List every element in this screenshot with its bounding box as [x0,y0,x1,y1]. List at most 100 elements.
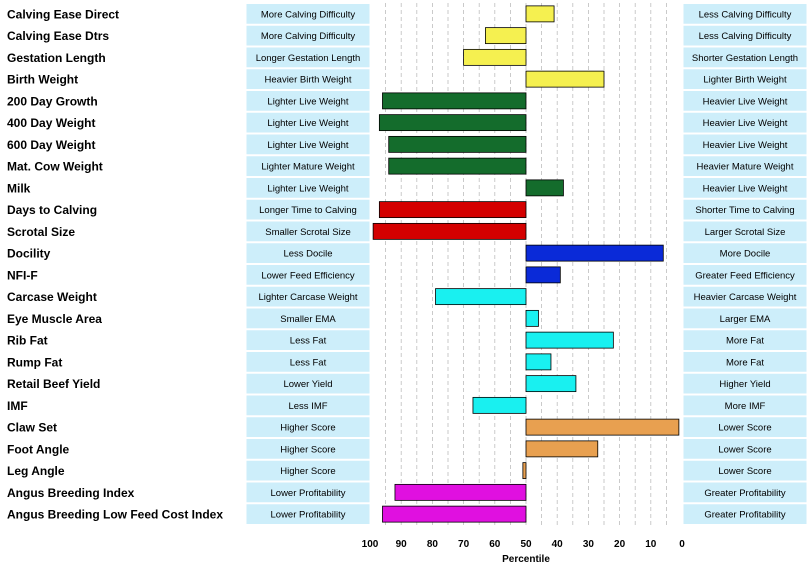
trait-row: Gestation Length Longer Gestation Length S… [7,46,808,69]
high-descriptor: Heavier Carcase Weight [694,292,797,303]
trait-row: 400 Day Weight Lighter Live Weight Heavier… [7,111,808,134]
trait-row: Leg Angle Higher Score Lower Score [7,459,808,482]
high-descriptor: Shorter Time to Calving [695,205,794,216]
low-label-box [245,416,371,438]
trait-name: 400 Day Weight [7,116,95,130]
high-descriptor: More Docile [720,249,771,260]
low-descriptor: Lighter Carcase Weight [258,292,357,303]
percentile-bar [382,92,527,110]
low-descriptor: Lighter Live Weight [267,118,349,129]
high-label-box [682,24,808,47]
low-label-box [245,90,371,112]
low-descriptor: More Calving Difficulty [261,9,356,20]
trait-row: Days to Calving Longer Time to Calving Sho… [7,198,808,221]
high-descriptor: Lighter Birth Weight [703,75,787,86]
trait-name: 200 Day Growth [7,94,98,108]
trait-name: Gestation Length [7,51,106,65]
percentile-bar [382,505,527,523]
trait-row: 600 Day Weight Lighter Live Weight Heavier… [7,133,808,156]
trait-row: NFI-F Lower Feed Efficiency Greater Feed E… [7,264,808,286]
low-descriptor: Higher Score [280,444,335,455]
low-descriptor: Longer Gestation Length [256,53,361,64]
low-descriptor: Less Docile [283,249,332,260]
low-label-box [245,329,371,351]
low-label-box [245,351,371,373]
low-descriptor: Lighter Live Weight [267,140,349,151]
low-descriptor: Longer Time to Calving [259,205,357,216]
low-label-box [245,155,371,177]
trait-row: Angus Breeding Index Lower Profitability G… [7,481,808,504]
low-label-box [245,503,371,525]
high-descriptor: More IMF [725,401,766,412]
x-tick-label: 10 [645,539,657,550]
trait-name: Leg Angle [7,464,65,478]
high-label-box [682,3,808,25]
percentile-bar [463,48,527,66]
gridlines [385,3,667,525]
percentile-bar [485,27,527,45]
low-label-box [245,46,371,69]
high-descriptor: Heavier Live Weight [703,96,788,107]
high-descriptor: Heavier Live Weight [703,183,788,194]
percentile-bar [525,179,564,197]
high-descriptor: Greater Profitability [704,510,786,521]
low-descriptor: Less Fat [290,336,327,347]
percentile-bar [525,440,599,458]
trait-name: Rump Fat [7,355,62,369]
percentile-bar [388,157,527,175]
x-tick-label: 20 [614,539,626,550]
x-tick-label: 60 [489,539,501,550]
high-descriptor: Larger EMA [720,314,771,325]
x-tick-label: 50 [520,539,532,550]
high-descriptor: Lower Score [718,466,771,477]
low-label-box [245,177,371,199]
trait-name: Claw Set [7,421,57,435]
low-label-box [245,264,371,286]
low-descriptor: Lighter Mature Weight [261,162,355,173]
percentile-bar [372,222,527,240]
percentile-bar [394,483,527,501]
high-label-box [682,438,808,460]
trait-name: Angus Breeding Low Feed Cost Index [7,508,223,522]
low-label-box [245,372,371,395]
percentile-bar [525,309,539,327]
low-label-box [245,24,371,47]
trait-row: Carcase Weight Lighter Carcase Weight Heav… [7,285,808,308]
high-label-box [682,416,808,438]
trait-row: Foot Angle Higher Score Lower Score [7,438,808,460]
percentile-bar [525,331,614,349]
low-label-box [245,394,371,417]
trait-row: Rib Fat Less Fat More Fat [7,329,808,351]
low-label-box [245,438,371,460]
high-descriptor: Greater Feed Efficiency [695,270,795,281]
x-tick-label: 70 [458,539,470,550]
percentile-bar [472,396,527,414]
trait-row: Rump Fat Less Fat More Fat [7,351,808,373]
trait-rows: Calving Ease Direct More Calving Difficul… [7,3,808,525]
trait-row: Claw Set Higher Score Lower Score [7,416,808,438]
x-tick-label: 100 [362,539,379,550]
trait-name: IMF [7,399,28,413]
low-descriptor: Less Fat [290,357,327,368]
trait-row: Mat. Cow Weight Lighter Mature Weight Heav… [7,155,808,177]
percentile-bar [525,244,664,262]
trait-name: Foot Angle [7,442,70,456]
percentile-bar [525,5,555,23]
high-descriptor: Larger Scrotal Size [705,227,786,238]
high-descriptor: Greater Profitability [704,488,786,499]
high-descriptor: More Fat [726,357,764,368]
x-tick-label: 0 [679,539,685,550]
low-descriptor: Lower Feed Efficiency [261,270,355,281]
trait-row: Docility Less Docile More Docile [7,242,808,264]
low-label-box [245,481,371,504]
low-descriptor: Heavier Birth Weight [265,75,352,86]
percentile-bar [525,375,577,393]
high-label-box [682,285,808,308]
trait-name: Retail Beef Yield [7,377,100,391]
percentile-bar [388,135,527,153]
high-label-box [682,481,808,504]
low-label-box [245,459,371,482]
trait-row: Birth Weight Heavier Birth Weight Lighter … [7,68,808,90]
low-descriptor: Higher Score [280,423,335,434]
low-descriptor: Smaller Scrotal Size [265,227,351,238]
